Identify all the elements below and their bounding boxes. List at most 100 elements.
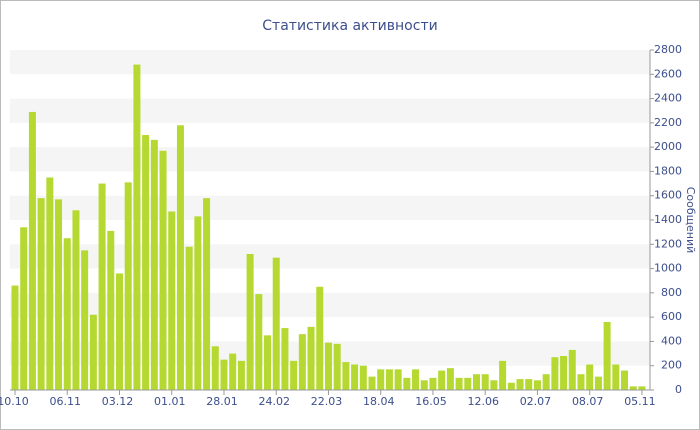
bar: [525, 379, 533, 390]
bar: [264, 335, 272, 390]
x-tick-label: 16.05: [415, 395, 447, 408]
y-tick-label: 400: [661, 334, 682, 347]
grid-band: [10, 98, 650, 123]
y-tick-label: 1200: [654, 237, 682, 250]
bar: [229, 353, 237, 390]
x-tick-label: 05.11: [624, 395, 656, 408]
bar: [55, 199, 63, 390]
bar: [481, 374, 489, 390]
bar: [211, 346, 219, 390]
x-tick-label: 02.07: [520, 395, 552, 408]
x-tick-label: 18.04: [363, 395, 395, 408]
bar: [333, 343, 341, 390]
x-tick-label: 01.01: [154, 395, 186, 408]
x-tick-label: 22.03: [311, 395, 343, 408]
bar: [176, 125, 184, 391]
y-tick-label: 1400: [654, 213, 682, 226]
bar: [98, 183, 106, 390]
bar: [133, 64, 141, 391]
bar: [507, 382, 515, 390]
bar: [290, 360, 298, 390]
x-tick-label: 24.02: [258, 395, 290, 408]
bar: [37, 198, 45, 390]
bar: [272, 257, 280, 390]
x-tick-label: 28.01: [206, 395, 238, 408]
bar: [185, 246, 193, 390]
y-tick-label: 1000: [654, 262, 682, 275]
bar: [420, 380, 428, 390]
bar: [46, 177, 54, 390]
bar: [516, 379, 524, 390]
bar: [472, 374, 480, 390]
y-tick-label: 1600: [654, 189, 682, 202]
y-tick-label: 2800: [654, 43, 682, 56]
bar: [568, 349, 576, 390]
bar: [464, 377, 472, 390]
bar: [81, 250, 89, 390]
y-tick-label: 2400: [654, 92, 682, 105]
bar: [20, 227, 28, 390]
bar: [342, 362, 350, 390]
bar: [351, 364, 359, 390]
chart-title: Статистика активности: [262, 18, 437, 34]
bar: [499, 360, 507, 390]
bar: [203, 198, 211, 390]
bar: [455, 377, 463, 390]
bar: [237, 360, 245, 390]
bar: [542, 374, 550, 390]
y-tick-label: 2600: [654, 67, 682, 80]
bar: [446, 368, 454, 390]
x-tick-label: 12.06: [467, 395, 499, 408]
grid-band: [10, 147, 650, 172]
bar: [255, 294, 263, 390]
bar: [63, 238, 71, 390]
bar: [220, 359, 228, 390]
bar: [28, 111, 36, 390]
bar: [11, 285, 19, 390]
x-tick-label: 06.11: [49, 395, 81, 408]
bar: [107, 230, 115, 390]
bar: [629, 386, 637, 390]
bar: [429, 377, 437, 390]
bar: [281, 328, 289, 390]
y-tick-label: 2200: [654, 116, 682, 129]
grid-band: [10, 50, 650, 75]
bar: [621, 370, 629, 390]
bar: [168, 211, 176, 390]
bar: [594, 376, 602, 390]
bar: [490, 380, 498, 390]
y-tick-label: 800: [661, 286, 682, 299]
y-axis-label: Сообщений: [684, 187, 697, 254]
bar: [551, 357, 559, 390]
bar: [359, 365, 367, 390]
bar: [438, 370, 446, 390]
bar: [324, 342, 332, 390]
bar: [603, 322, 611, 390]
bar: [560, 356, 568, 390]
grid-band: [10, 244, 650, 269]
grid-band: [10, 195, 650, 220]
bar: [124, 182, 132, 390]
bar: [394, 369, 402, 390]
bar: [577, 374, 585, 390]
x-tick-label: 10.10: [0, 395, 29, 408]
bar: [368, 376, 376, 390]
bar: [612, 364, 620, 390]
y-tick-label: 200: [661, 359, 682, 372]
bar: [385, 369, 393, 390]
bar: [89, 314, 97, 390]
bar: [307, 326, 315, 390]
bar: [638, 386, 646, 390]
grid-band: [10, 292, 650, 318]
bar: [586, 364, 594, 390]
y-tick-label: 1800: [654, 164, 682, 177]
bar: [298, 334, 306, 390]
bar: [150, 139, 158, 390]
y-tick-label: 2000: [654, 140, 682, 153]
bar: [159, 150, 167, 390]
y-tick-label: 0: [675, 383, 682, 396]
bar: [377, 369, 385, 390]
bar: [412, 369, 420, 390]
bar: [142, 135, 150, 390]
bar: [533, 380, 541, 390]
